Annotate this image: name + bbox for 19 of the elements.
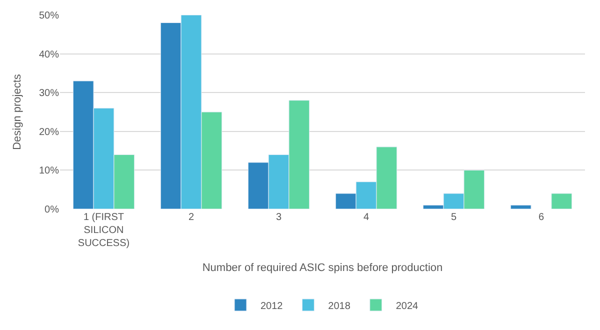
y-tick-label: 40% (38, 49, 60, 60)
bar (551, 193, 572, 209)
x-tick-label: 3 (276, 212, 282, 223)
y-tick-label: 10% (38, 166, 60, 177)
x-tick-label: 2 (188, 212, 194, 223)
x-tick-label: 5 (450, 212, 457, 223)
y-axis-title: Design projects (12, 74, 24, 150)
y-tick-label: 30% (38, 88, 60, 100)
y-tick-label: 0% (44, 204, 60, 216)
x-tick-label: 1 (FIRST SILICON SUCCESS) (78, 212, 130, 249)
x-tick-label: 6 (538, 212, 544, 223)
y-tick-label: 50% (38, 10, 60, 22)
legend-label: 2024 (396, 300, 419, 312)
bar (510, 204, 532, 209)
legend-label: 2018 (328, 300, 351, 312)
x-tick-label: 4 (363, 212, 370, 223)
x-axis-title: Number of required ASIC spins before production (202, 262, 443, 274)
legend-label: 2012 (260, 300, 284, 312)
y-tick-label: 20% (38, 126, 60, 138)
